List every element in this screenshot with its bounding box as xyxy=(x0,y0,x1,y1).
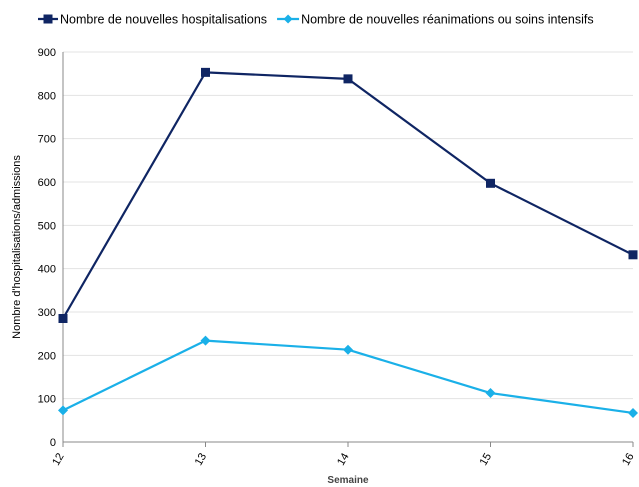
y-tick-label: 800 xyxy=(38,90,56,102)
x-tick-label: 16 xyxy=(620,451,637,468)
data-point xyxy=(201,67,210,77)
data-point xyxy=(58,405,68,416)
legend: Nombre de nouvelles hospitalisations Nom… xyxy=(38,13,594,27)
data-point xyxy=(628,250,638,260)
axes xyxy=(62,52,634,447)
legend-marker-hospitalisations xyxy=(43,14,53,24)
x-tick-labels: 12 13 14 15 16 xyxy=(50,451,637,468)
x-tick-label: 12 xyxy=(50,451,67,468)
legend-item-hospitalisations: Nombre de nouvelles hospitalisations xyxy=(38,13,267,27)
series-layer xyxy=(58,67,638,418)
data-point xyxy=(628,407,638,418)
x-tick-label: 15 xyxy=(478,451,495,468)
y-tick-label: 0 xyxy=(50,437,56,449)
y-tick-label: 600 xyxy=(38,177,56,189)
y-tick-label: 500 xyxy=(38,220,56,232)
x-axis-title: Semaine xyxy=(327,475,369,486)
legend-item-reanimations: Nombre de nouvelles réanimations ou soin… xyxy=(277,13,594,27)
data-point xyxy=(200,335,211,346)
legend-marker-reanimations xyxy=(283,14,293,24)
gridlines xyxy=(63,51,633,400)
y-axis-title: Nombre d'hospitalisations/admissions xyxy=(11,155,23,339)
data-point xyxy=(486,178,495,188)
y-tick-labels: 0 100 200 300 400 500 600 700 800 900 xyxy=(38,47,56,449)
x-tick-label: 14 xyxy=(335,451,352,468)
y-tick-label: 300 xyxy=(38,307,56,319)
data-point xyxy=(58,314,68,323)
series-line-0 xyxy=(62,71,634,320)
legend-label-reanimations: Nombre de nouvelles réanimations ou soin… xyxy=(301,13,594,27)
legend-label-hospitalisations: Nombre de nouvelles hospitalisations xyxy=(60,13,267,27)
y-tick-label: 200 xyxy=(38,350,56,362)
data-point xyxy=(343,74,353,84)
x-tick-label: 13 xyxy=(193,451,210,468)
y-tick-label: 700 xyxy=(38,134,56,146)
series-1 xyxy=(58,335,638,418)
series-0 xyxy=(58,67,638,323)
data-point xyxy=(485,388,496,399)
y-tick-label: 900 xyxy=(38,47,56,59)
y-tick-label: 400 xyxy=(38,264,56,276)
data-point xyxy=(343,344,353,355)
y-tick-label: 100 xyxy=(38,394,56,406)
